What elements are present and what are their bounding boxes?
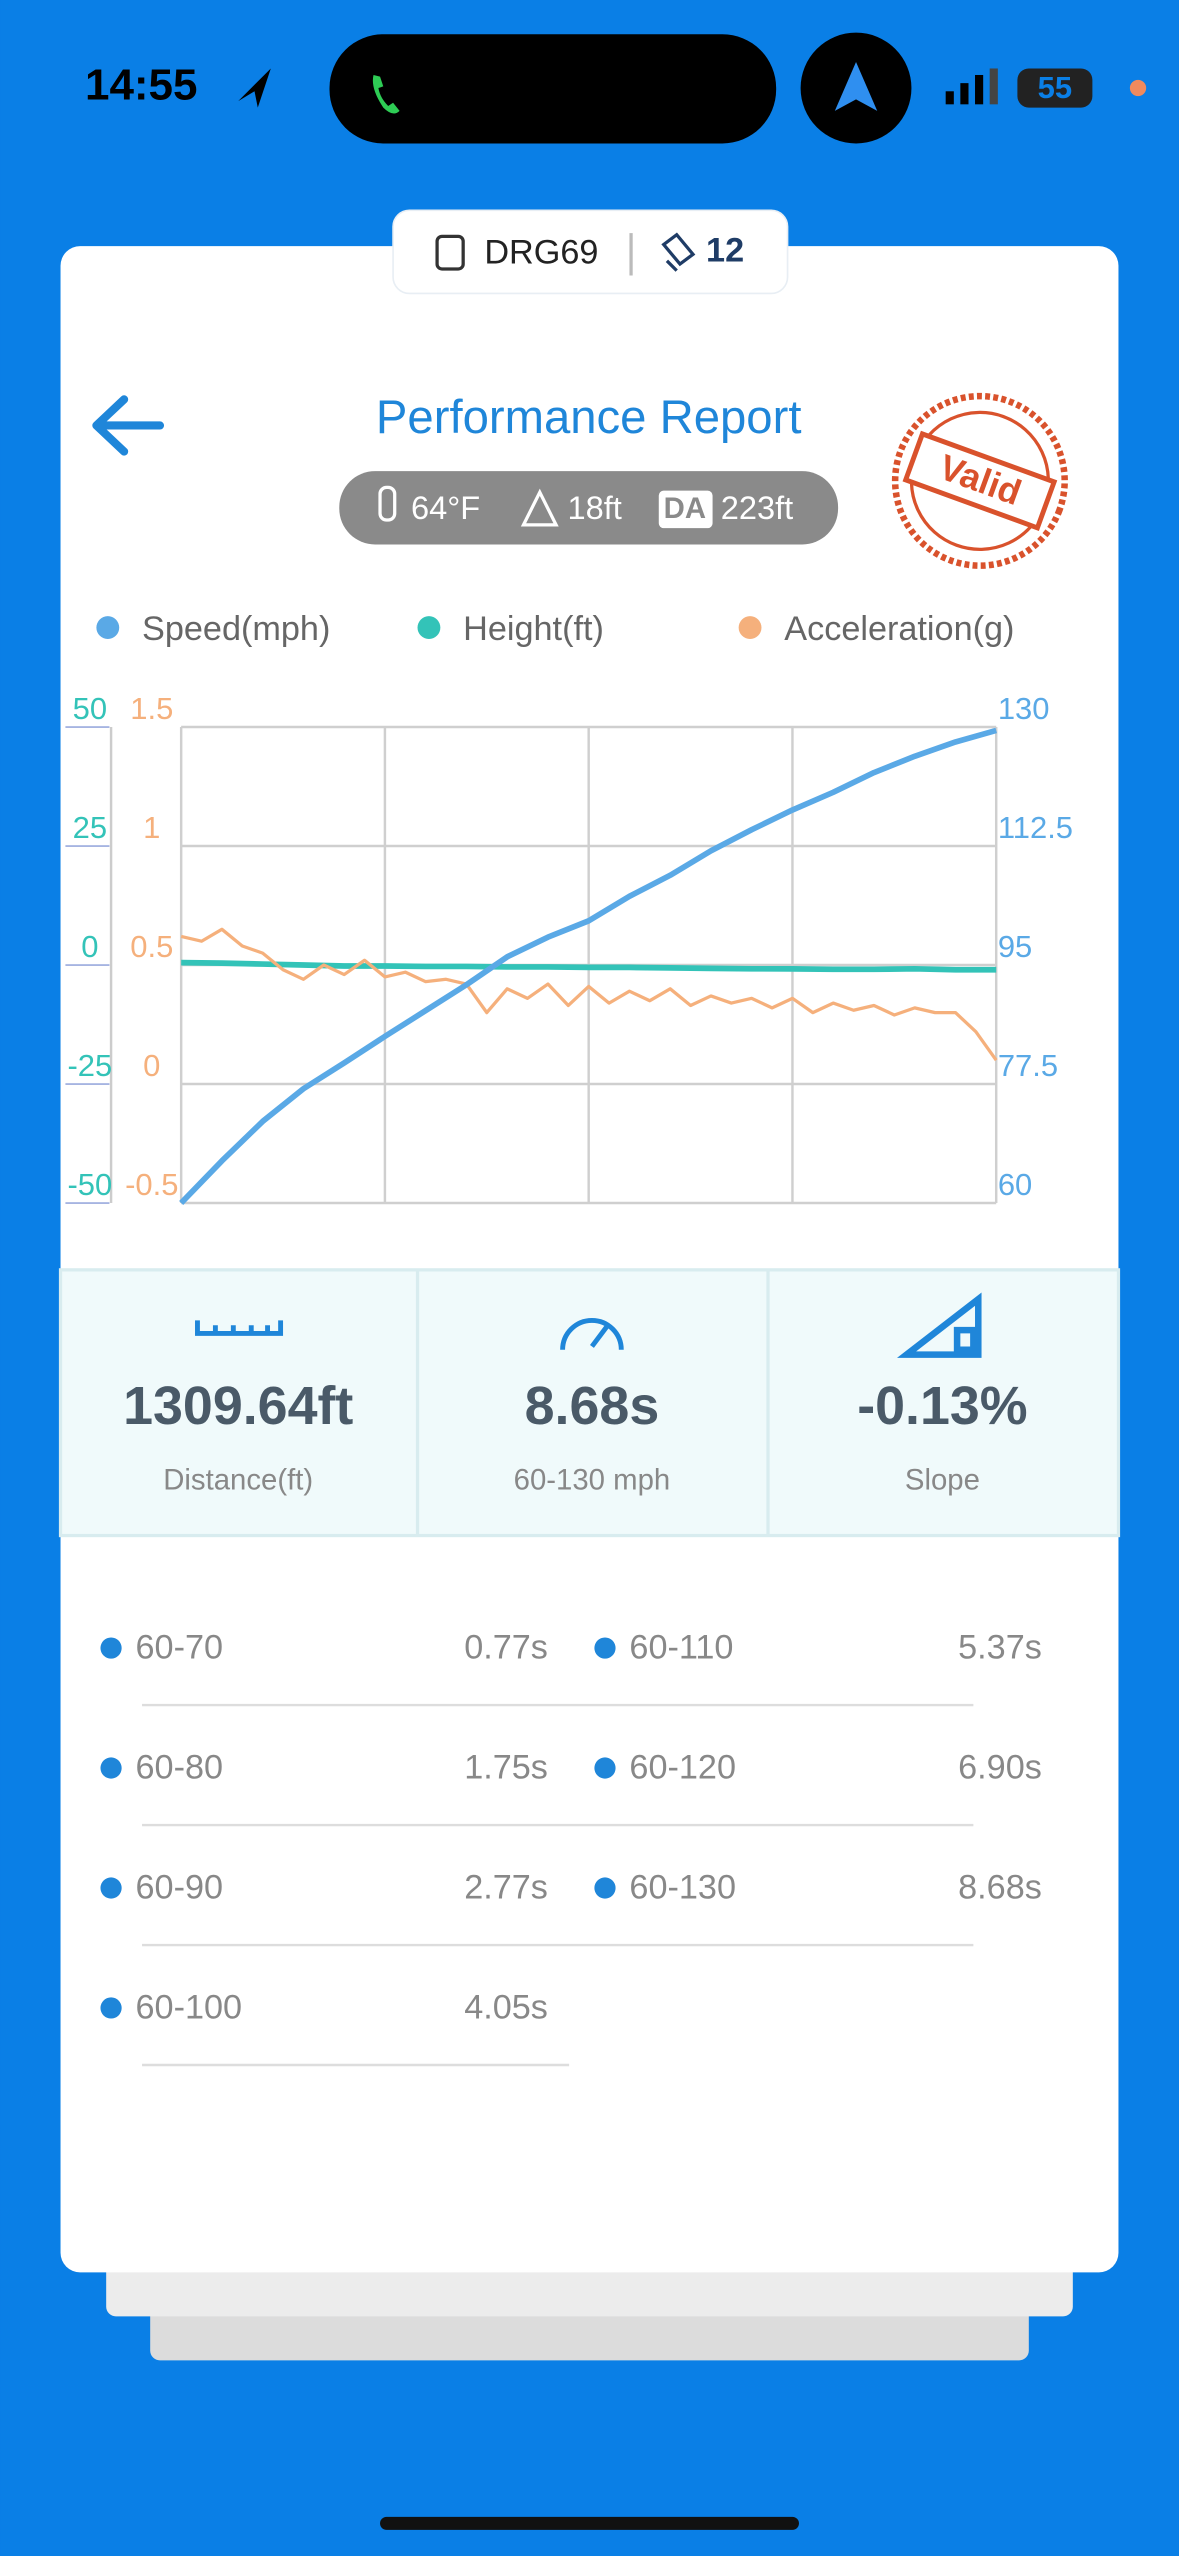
vehicle-tag[interactable] <box>392 209 789 295</box>
split-bullet <box>100 1877 122 1899</box>
split-range: 60-70 <box>136 1629 224 1667</box>
y2-tick-label: 50 <box>73 691 107 726</box>
clock: 14:55 <box>85 61 198 110</box>
slope-icon <box>897 1292 982 1358</box>
split-range: 60-110 <box>629 1629 733 1667</box>
battery-level: 55 <box>1038 70 1072 105</box>
back-button[interactable] <box>92 395 165 456</box>
series-line <box>181 959 997 973</box>
y2-tick-label: -25 <box>67 1048 112 1083</box>
split-range: 60-130 <box>629 1869 736 1907</box>
split-time: 5.37s <box>958 1629 1042 1667</box>
summary-label: Distance(ft) <box>163 1464 313 1497</box>
density-altitude: 223ft <box>721 489 794 526</box>
y-tick-label: 112.5 <box>998 810 1073 845</box>
split-bullet <box>100 1637 122 1659</box>
temperature: 64°F <box>411 489 480 526</box>
summary-label: 60-130 mph <box>514 1464 671 1497</box>
series-line <box>180 927 998 1062</box>
split-range: 60-90 <box>136 1869 224 1907</box>
summary-panel <box>58 1268 1121 1538</box>
altitude: 18ft <box>567 489 621 526</box>
da-label: DA <box>664 492 706 525</box>
battery <box>1017 68 1093 108</box>
speed-needle <box>589 1325 609 1348</box>
chart: 60 77.5 95 112.5 130 -50 -25 0 25 50 -0.5 0 0.5 1 1.5 S… <box>65 610 1073 1205</box>
y-tick-label: 95 <box>998 929 1032 964</box>
y3-tick-label: -0.5 <box>125 1167 178 1202</box>
y3-tick-label: 1.5 <box>130 691 173 726</box>
call-icon <box>372 74 400 114</box>
y-tick-label: 130 <box>998 691 1050 726</box>
signal <box>975 74 984 105</box>
signal <box>945 91 954 105</box>
satellite-icon <box>661 232 696 272</box>
split-time: 6.90s <box>958 1749 1042 1787</box>
stamp-band <box>902 430 1058 531</box>
signal <box>989 68 998 105</box>
report-card <box>60 246 1119 2273</box>
signal <box>960 83 969 105</box>
summary-label: Slope <box>905 1464 980 1497</box>
series-line <box>179 727 997 1205</box>
split-bullet <box>594 1637 616 1659</box>
split-bullet <box>100 1757 122 1779</box>
split-range: 60-80 <box>136 1749 224 1787</box>
legend-marker <box>417 616 441 639</box>
split-bullet <box>594 1757 616 1779</box>
summary-value: -0.13% <box>857 1376 1027 1436</box>
split-times: 60-70 0.77s 60-80 1.75s 60-90 2.77s 60-100 4.05… <box>100 1629 1042 2067</box>
satellite-count: 12 <box>706 232 744 270</box>
stamp-ring <box>891 392 1068 569</box>
y3-tick-label: 0.5 <box>130 929 173 964</box>
summary-value: 1309.64ft <box>123 1376 353 1436</box>
y-tick-label: 60 <box>998 1167 1032 1202</box>
split-time: 0.77s <box>464 1629 548 1667</box>
y2-tick-label: 0 <box>81 929 98 964</box>
thermometer-icon <box>378 485 397 522</box>
indicator-dot <box>1129 79 1147 97</box>
legend-label: Acceleration(g) <box>784 610 1014 648</box>
summary: 1309.64ft Distance(ft) 8.68s 60-130 mph -0.1… <box>123 1376 1028 1496</box>
speed-icon <box>560 1318 624 1350</box>
split-range: 60-120 <box>629 1749 736 1787</box>
split-time: 2.77s <box>464 1869 548 1907</box>
device-icon <box>435 234 465 271</box>
conditions-pill <box>339 471 839 545</box>
split-time: 4.05s <box>464 1989 548 2027</box>
split-time: 8.68s <box>958 1869 1042 1907</box>
legend-label: Speed(mph) <box>142 610 330 648</box>
y2-tick-label: 25 <box>73 810 107 845</box>
dynamic-island <box>329 34 777 144</box>
legend-label: Height(ft) <box>463 610 604 648</box>
y2-tick-label: -50 <box>67 1167 112 1202</box>
legend-marker <box>738 616 762 639</box>
y-tick-label: 77.5 <box>998 1048 1058 1083</box>
split-time: 1.75s <box>464 1749 548 1787</box>
home-indicator <box>380 2516 799 2530</box>
split-bullet <box>100 1997 122 2019</box>
legend-marker <box>96 616 120 639</box>
vehicle-name: DRG69 <box>484 233 598 271</box>
altitude-icon <box>520 488 559 527</box>
split-bullet <box>594 1877 616 1899</box>
distance-icon <box>195 1320 284 1336</box>
summary-value: 8.68s <box>525 1376 660 1436</box>
location-icon <box>238 68 271 108</box>
da-badge <box>658 490 713 529</box>
split-range: 60-100 <box>136 1989 243 2027</box>
y3-tick-label: 0 <box>143 1048 160 1083</box>
nav-icon <box>834 61 878 111</box>
y3-tick-label: 1 <box>143 810 160 845</box>
page-title: Performance Report <box>376 391 802 444</box>
